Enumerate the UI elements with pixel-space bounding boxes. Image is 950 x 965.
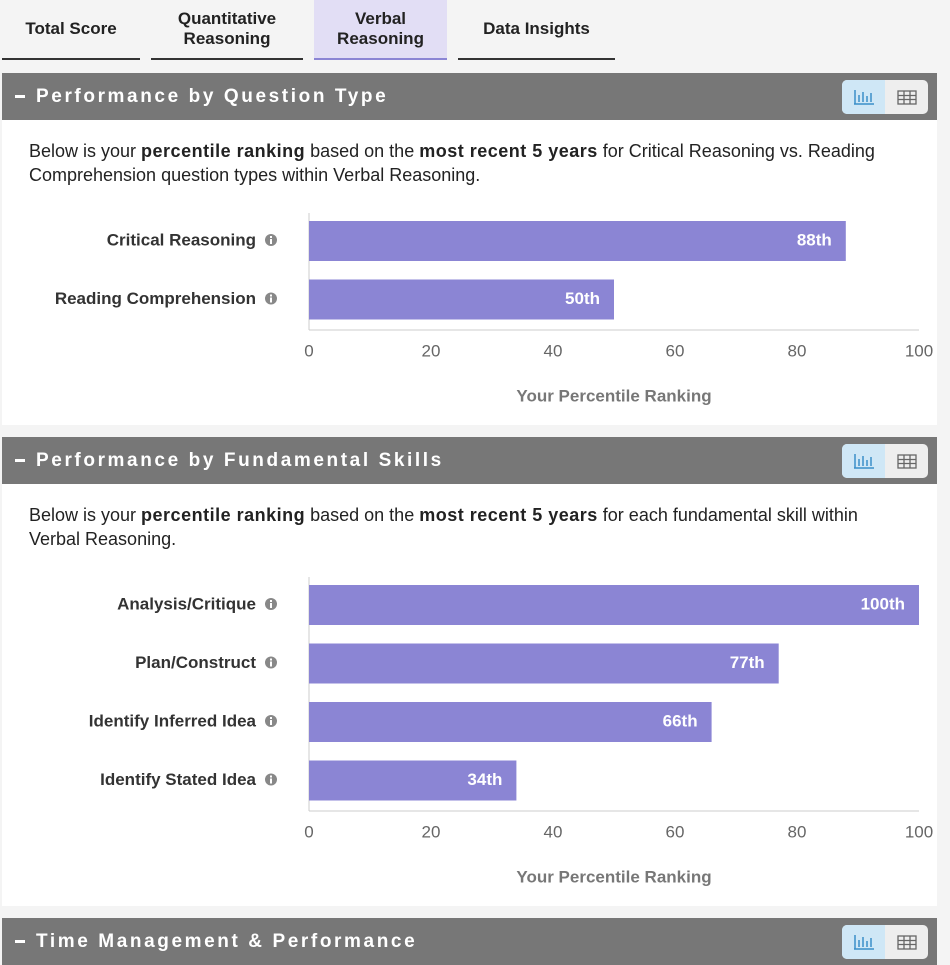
section-title: Time Management & Performance [36, 931, 418, 952]
info-stem [270, 778, 272, 784]
description-text: Below is your [29, 141, 142, 161]
collapse-icon[interactable] [15, 459, 25, 462]
x-axis-title: Your Percentile Ranking [516, 867, 711, 886]
description-text: for each fundamental skill within Verbal… [29, 505, 858, 549]
toggle-wrap [842, 925, 928, 964]
value-label: 34th [467, 770, 502, 789]
info-stem [270, 720, 272, 725]
info-dot [270, 236, 272, 238]
description-text: for Critical Reasoning vs. Reading Compr… [29, 141, 875, 185]
x-tick-label: 40 [544, 341, 563, 360]
category-label: Plan/Construct [135, 653, 256, 672]
bar [309, 585, 919, 625]
view-toggle[interactable] [842, 925, 928, 959]
description-bold: most recent 5 years [419, 505, 598, 525]
description-bold: percentile ranking [141, 141, 306, 161]
section-body: Below is your percentile ranking based o… [2, 120, 937, 425]
x-tick-label: 100 [905, 822, 933, 841]
toggle-wrap [842, 444, 928, 483]
info-dot [270, 717, 272, 719]
section-body: Below is your percentile ranking based o… [2, 484, 937, 906]
tab[interactable]: Total Score [2, 0, 140, 60]
info-stem [270, 297, 272, 303]
info-icon[interactable] [265, 656, 277, 669]
info-icon[interactable] [265, 234, 277, 246]
table-icon [897, 90, 917, 105]
section-title: Performance by Question Type [36, 86, 389, 107]
description-bold: most recent 5 years [419, 141, 598, 161]
x-tick-label: 80 [788, 822, 807, 841]
description-text: based on the [305, 141, 420, 161]
x-tick-label: 20 [422, 822, 441, 841]
x-tick-label: 0 [304, 341, 313, 360]
category-label: Critical Reasoning [107, 230, 256, 249]
tab[interactable]: Data Insights [458, 0, 615, 60]
view-toggle[interactable] [842, 80, 928, 114]
section: Performance by Question Type Below is yo… [2, 73, 937, 425]
tab-bar: Total Score Quantitative Reasoning Verba… [0, 0, 950, 62]
section: Time Management & Performance [2, 918, 937, 965]
description-text: Below is your [29, 505, 142, 525]
bar [309, 643, 779, 684]
info-dot [270, 294, 272, 297]
info-dot [270, 658, 272, 661]
tab[interactable]: Verbal Reasoning [314, 0, 447, 60]
info-icon[interactable] [265, 773, 277, 786]
toggle-wrap [842, 80, 928, 119]
x-tick-label: 0 [304, 822, 313, 841]
description: Below is your percentile ranking based o… [2, 139, 937, 187]
collapse-icon[interactable] [15, 95, 25, 98]
value-label: 100th [861, 594, 905, 613]
collapse-icon[interactable] [15, 940, 25, 943]
value-label: 77th [730, 653, 765, 672]
view-toggle[interactable] [842, 444, 928, 478]
info-stem [270, 239, 272, 244]
category-label: Identify Inferred Idea [89, 711, 257, 730]
category-label: Reading Comprehension [55, 289, 256, 308]
section-header[interactable]: Performance by Question Type [2, 73, 937, 120]
x-tick-label: 20 [422, 341, 441, 360]
tab[interactable]: Quantitative Reasoning [151, 0, 303, 60]
info-stem [270, 661, 272, 667]
x-tick-label: 60 [666, 822, 685, 841]
sections: Performance by Question Type Below is yo… [0, 73, 950, 965]
value-label: 66th [663, 711, 698, 730]
info-icon[interactable] [265, 715, 277, 727]
bar [309, 702, 712, 742]
x-tick-label: 100 [905, 341, 933, 360]
chart: Analysis/Critique 100th Plan/Construct 77th… [89, 577, 933, 886]
description-bold: percentile ranking [141, 505, 306, 525]
x-tick-label: 40 [544, 822, 563, 841]
bar [309, 221, 846, 261]
x-tick-label: 80 [788, 341, 807, 360]
bar [309, 279, 614, 320]
chart: Critical Reasoning 88th Reading Comprehens… [55, 213, 933, 405]
description-text: based on the [305, 505, 420, 525]
info-icon[interactable] [265, 598, 277, 610]
section-header[interactable]: Performance by Fundamental Skills [2, 437, 937, 484]
value-label: 88th [797, 230, 832, 249]
section: Performance by Fundamental Skills Below … [2, 437, 937, 906]
x-tick-label: 60 [666, 341, 685, 360]
value-label: 50th [565, 289, 600, 308]
x-axis-title: Your Percentile Ranking [516, 386, 711, 405]
table-icon [897, 454, 917, 469]
info-dot [270, 775, 272, 778]
chart-icon [854, 90, 874, 105]
chart-icon [854, 454, 874, 469]
bar [309, 760, 517, 801]
info-icon[interactable] [265, 292, 277, 305]
section-header[interactable]: Time Management & Performance [2, 918, 937, 965]
info-stem [270, 603, 272, 608]
info-dot [270, 600, 272, 602]
category-label: Identify Stated Idea [100, 770, 256, 789]
category-label: Analysis/Critique [117, 594, 256, 613]
description: Below is your percentile ranking based o… [2, 503, 937, 551]
section-title: Performance by Fundamental Skills [36, 450, 444, 471]
